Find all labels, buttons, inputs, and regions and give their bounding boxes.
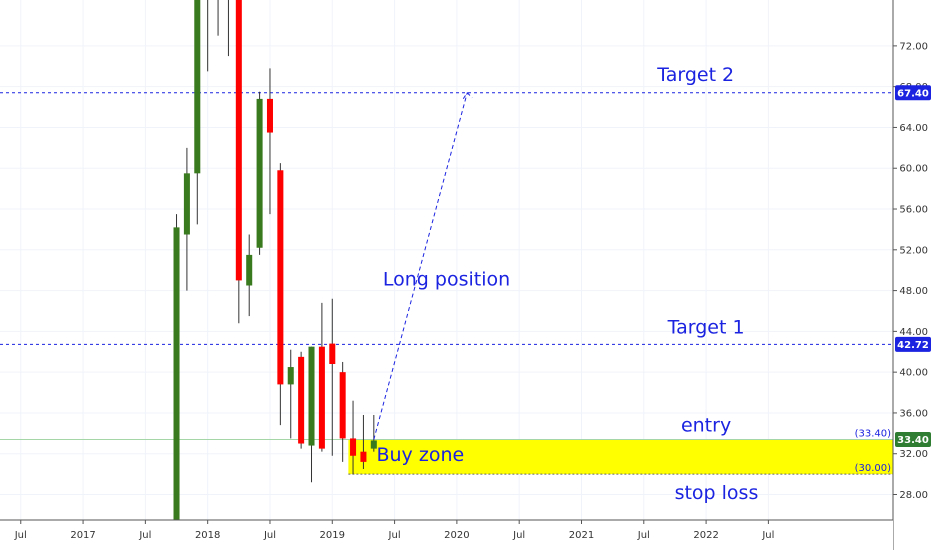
time-tick-label: 2021 [569,530,594,541]
candle-body [183,173,190,235]
candle-body [350,438,357,456]
time-axis[interactable]: Jul 2017 Jul 2018 Jul 2019 Jul 2020 Jul 2021 Jul 20… [0,519,893,550]
price-tick-label: 28.00 [899,490,928,501]
candle [183,147,190,291]
price-tick-label: 48.00 [899,286,928,297]
target-1-badge-value: 42.72 [897,340,929,351]
candle-body [370,440,377,449]
candle [256,91,263,255]
target-2-label: Target 2 [656,64,734,86]
stop-loss-label: stop loss [675,482,759,504]
candle [287,349,294,439]
buy-zone-label: Buy zone [376,444,464,466]
candle-body [266,98,273,133]
candle-body [277,170,284,385]
time-tick-label: Jul [138,530,151,541]
buy-zone-lower-value: (30.00) [855,463,892,474]
candle [227,0,229,57]
target-1-badge: 42.72 [895,336,931,352]
time-tick-label: 2018 [195,530,220,541]
time-tick-label: Jul [637,530,650,541]
time-tick-label: Jul [263,530,276,541]
time-tick-label: 2017 [70,530,95,541]
buy-zone-upper-value: (33.40) [855,428,892,439]
candle [318,302,325,452]
time-tick-label: Jul [761,530,774,541]
candle-body [246,254,253,286]
buy-zone-rect [348,439,893,475]
candle [235,0,242,324]
candle [298,351,305,449]
time-tick-label: 2019 [320,530,345,541]
price-tick-label: 64.00 [899,123,928,134]
candle-body [329,343,336,364]
long-position-arrow [373,91,473,440]
price-axis[interactable]: 28.00 32.00 36.00 40.00 44.00 48.00 52.00 56.00… [892,0,932,550]
chart-grid [0,0,893,520]
price-tick-label: 72.00 [899,41,928,52]
candles [173,0,377,520]
price-tick-label: 60.00 [899,164,928,175]
candle-body [256,98,263,248]
candle [266,68,273,215]
candle-body [287,367,294,385]
candle [370,414,377,452]
candle [329,298,336,456]
candle [217,0,219,36]
candle-body [235,0,242,281]
time-axis-bg [0,520,893,550]
candle-body [360,451,367,462]
target-1-label: Target 1 [667,316,745,338]
price-tick-label: 32.00 [899,449,928,460]
candle [339,361,346,462]
entry-label: entry [681,414,731,436]
time-tick-label: Jul [388,530,401,541]
candle-body [194,0,201,174]
last-price-badge-value: 33.40 [897,435,929,446]
candle [308,346,315,483]
time-tick-label: Jul [14,530,27,541]
price-tick-label: 52.00 [899,245,928,256]
price-tick-label: 44.00 [899,327,928,338]
price-tick-label: 40.00 [899,368,928,379]
price-tick-label: 36.00 [899,408,928,419]
candle [173,214,180,520]
long-position-label: Long position [383,268,510,290]
target-2-badge-value: 67.40 [897,88,929,99]
candle-body [339,372,346,439]
candle-body [298,356,305,444]
candle [207,0,209,72]
candle-body [173,227,180,520]
candle [277,163,284,426]
target-2-badge: 67.40 [895,85,931,101]
candle [360,414,367,470]
candle-body [318,346,325,449]
candle-body [308,346,315,446]
last-price-badge: 33.40 [895,431,931,447]
candle [246,234,253,317]
time-tick-label: 2022 [693,530,718,541]
time-tick-label: 2020 [444,530,469,541]
candle [350,400,357,475]
time-tick-label: Jul [512,530,525,541]
candle [194,0,201,225]
price-tick-label: 56.00 [899,205,928,216]
